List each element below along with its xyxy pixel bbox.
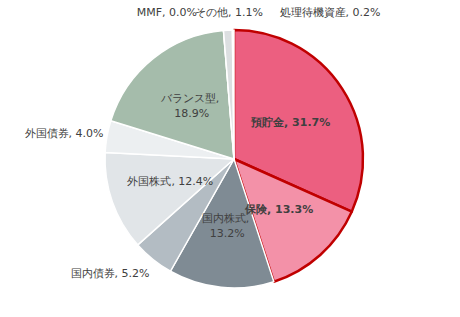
svg-text:MMF, 0.0%: MMF, 0.0% [137,6,197,19]
svg-text:18.9%: 18.9% [174,107,209,120]
svg-text:預貯金, 31.7%: 預貯金, 31.7% [250,116,330,129]
svg-text:13.2%: 13.2% [210,227,245,240]
svg-text:国内債券, 5.2%: 国内債券, 5.2% [71,267,150,280]
svg-text:バランス型,: バランス型, [160,92,223,105]
svg-text:保険, 13.3%: 保険, 13.3% [244,203,313,216]
svg-text:国内株式,: 国内株式, [202,212,253,225]
svg-text:外国株式, 12.4%: 外国株式, 12.4% [127,175,213,188]
svg-text:処理待機資産, 0.2%: 処理待機資産, 0.2% [280,6,381,19]
svg-text:その他, 1.1%: その他, 1.1% [195,6,263,19]
svg-text:外国債券, 4.0%: 外国債券, 4.0% [25,127,104,140]
